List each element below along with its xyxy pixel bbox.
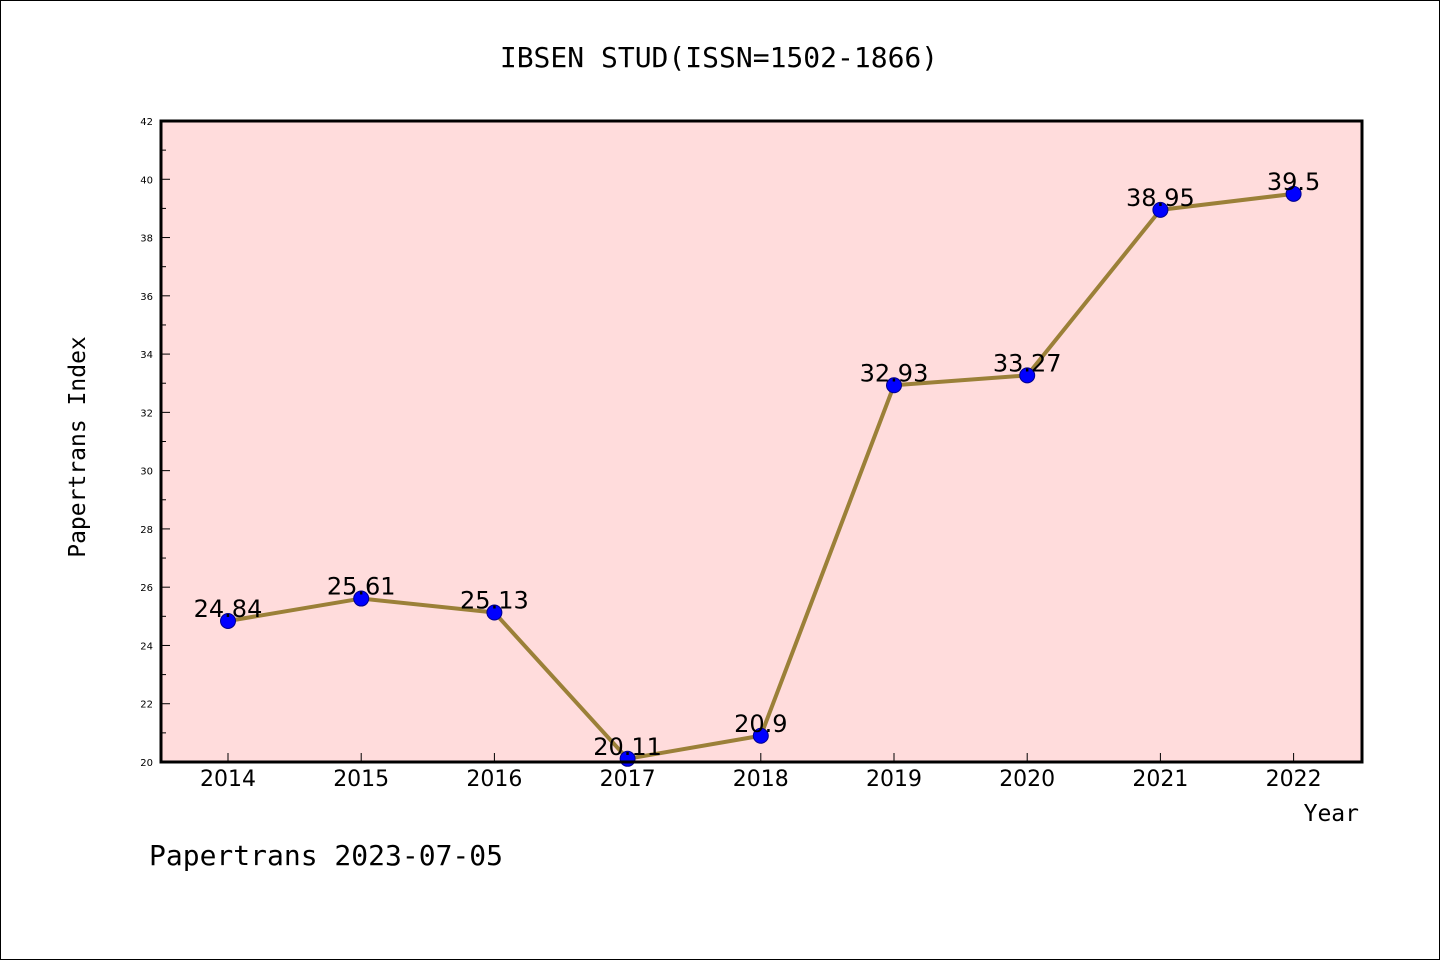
data-label: 38.95 (1126, 184, 1195, 212)
footer-credit: Papertrans 2023-07-05 (149, 839, 503, 872)
x-axis-title: Year (1304, 801, 1359, 827)
y-tick-label: 30 (140, 467, 153, 478)
y-tick-label: 20 (140, 758, 153, 769)
y-tick-label: 36 (140, 292, 153, 303)
data-label: 33.27 (993, 349, 1062, 377)
x-tick-label: 2017 (600, 767, 656, 792)
data-labels: 24.84 25.61 25.13 20.11 20.9 32.93 33.27 38.95 3… (194, 168, 1321, 761)
x-tick-label: 2020 (999, 767, 1055, 792)
data-point (1285, 185, 1302, 202)
data-point (220, 612, 236, 629)
y-tick-label: 26 (140, 583, 153, 594)
y-tick-label: 24 (140, 641, 153, 652)
x-tick-label: 2016 (466, 767, 522, 792)
data-point (1019, 367, 1036, 384)
x-tick-label: 2019 (866, 767, 922, 792)
y-axis-ticks: 20 22 24 26 28 30 32 34 36 38 40 42 (140, 117, 170, 769)
data-label: 20.11 (593, 733, 662, 761)
y-tick-label: 38 (140, 234, 153, 245)
data-point (353, 590, 370, 607)
y-tick-label: 22 (140, 700, 153, 711)
plot-area (161, 121, 1362, 762)
y-axis-title: Papertrans Index (65, 336, 91, 558)
data-label: 32.93 (860, 359, 929, 387)
x-tick-label: 2018 (733, 767, 789, 792)
x-axis-ticks: 2014 2015 2016 2017 2018 2019 2020 2021 2022 (200, 753, 1322, 792)
x-tick-label: 2022 (1266, 767, 1322, 792)
data-label: 25.61 (327, 573, 396, 601)
data-point (486, 604, 503, 621)
data-point (886, 377, 902, 394)
chart-title: IBSEN STUD(ISSN=1502-1866) (500, 41, 938, 74)
data-label: 25.13 (460, 587, 529, 615)
data-label: 39.5 (1267, 168, 1320, 196)
y-tick-label: 42 (140, 117, 153, 128)
y-tick-label: 32 (140, 408, 153, 419)
data-point (1152, 201, 1169, 218)
y-tick-label: 34 (140, 350, 153, 361)
x-tick-label: 2021 (1132, 767, 1188, 792)
data-point (752, 727, 769, 744)
y-tick-label: 28 (140, 525, 153, 536)
x-tick-label: 2015 (333, 767, 389, 792)
data-label: 20.9 (734, 710, 787, 738)
plot-border (159, 119, 1364, 764)
y-tick-label: 40 (140, 175, 153, 186)
data-label: 24.84 (194, 595, 263, 623)
x-tick-label: 2014 (200, 767, 256, 792)
